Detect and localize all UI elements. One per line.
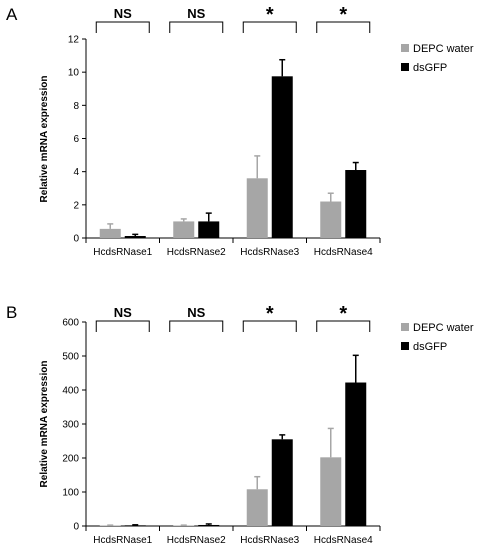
bar — [124, 236, 146, 238]
category-label: HcdsRNase4 — [314, 247, 373, 258]
bar — [320, 201, 342, 238]
y-tick-label: 6 — [73, 134, 79, 145]
bar — [345, 382, 367, 526]
y-tick-label: 12 — [68, 35, 80, 46]
y-tick-label: 600 — [62, 318, 79, 329]
significance-bracket — [316, 21, 371, 33]
bar — [271, 439, 293, 526]
bar — [246, 489, 268, 526]
significance-bracket — [95, 21, 150, 33]
y-tick-label: 2 — [73, 200, 79, 211]
bar — [345, 170, 367, 238]
y-tick-label: 0 — [73, 522, 79, 533]
significance-label: NS — [187, 305, 205, 320]
y-tick-label: 8 — [73, 101, 79, 112]
y-axis-label-b: Relative mRNA expression — [39, 361, 50, 488]
significance-bracket — [316, 320, 371, 332]
legend-label: DEPC water — [413, 43, 474, 55]
legend-label: dsGFP — [413, 341, 447, 353]
y-tick-label: 4 — [73, 167, 79, 178]
category-label: HcdsRNase2 — [167, 535, 226, 546]
y-tick-label: 0 — [73, 234, 79, 245]
y-tick-label: 300 — [62, 420, 79, 431]
category-label: HcdsRNase1 — [93, 535, 152, 546]
legend-swatch — [401, 63, 409, 71]
significance-label: NS — [187, 6, 205, 21]
bar — [320, 457, 342, 526]
significance-bracket — [169, 320, 224, 332]
y-tick-label: 10 — [68, 68, 80, 79]
bar — [99, 228, 121, 238]
legend-label: dsGFP — [413, 62, 447, 74]
significance-bracket — [242, 21, 297, 33]
significance-bracket — [242, 320, 297, 332]
bar — [124, 525, 146, 526]
legend-swatch — [401, 342, 409, 350]
bar — [173, 221, 195, 238]
category-label: HcdsRNase3 — [240, 535, 299, 546]
legend-label: DEPC water — [413, 322, 474, 334]
category-label: HcdsRNase2 — [167, 247, 226, 258]
significance-label: * — [339, 4, 347, 26]
y-axis-label-a: Relative mRNA expression — [39, 76, 50, 203]
significance-label: * — [339, 303, 347, 325]
category-label: HcdsRNase3 — [240, 247, 299, 258]
y-tick-label: 500 — [62, 352, 79, 363]
significance-label: NS — [114, 6, 132, 21]
category-label: HcdsRNase1 — [93, 247, 152, 258]
bar — [198, 221, 220, 238]
significance-label: NS — [114, 305, 132, 320]
legend-swatch — [401, 323, 409, 331]
category-label: HcdsRNase4 — [314, 535, 373, 546]
bar — [198, 524, 220, 526]
bar — [271, 76, 293, 238]
panel-label-b: B — [6, 303, 17, 322]
legend-swatch — [401, 44, 409, 52]
bar — [246, 178, 268, 238]
significance-bracket — [169, 21, 224, 33]
significance-label: * — [266, 4, 274, 26]
panel-label-a: A — [6, 5, 18, 24]
y-tick-label: 100 — [62, 488, 79, 499]
y-tick-label: 200 — [62, 454, 79, 465]
y-tick-label: 400 — [62, 386, 79, 397]
significance-label: * — [266, 303, 274, 325]
significance-bracket — [95, 320, 150, 332]
